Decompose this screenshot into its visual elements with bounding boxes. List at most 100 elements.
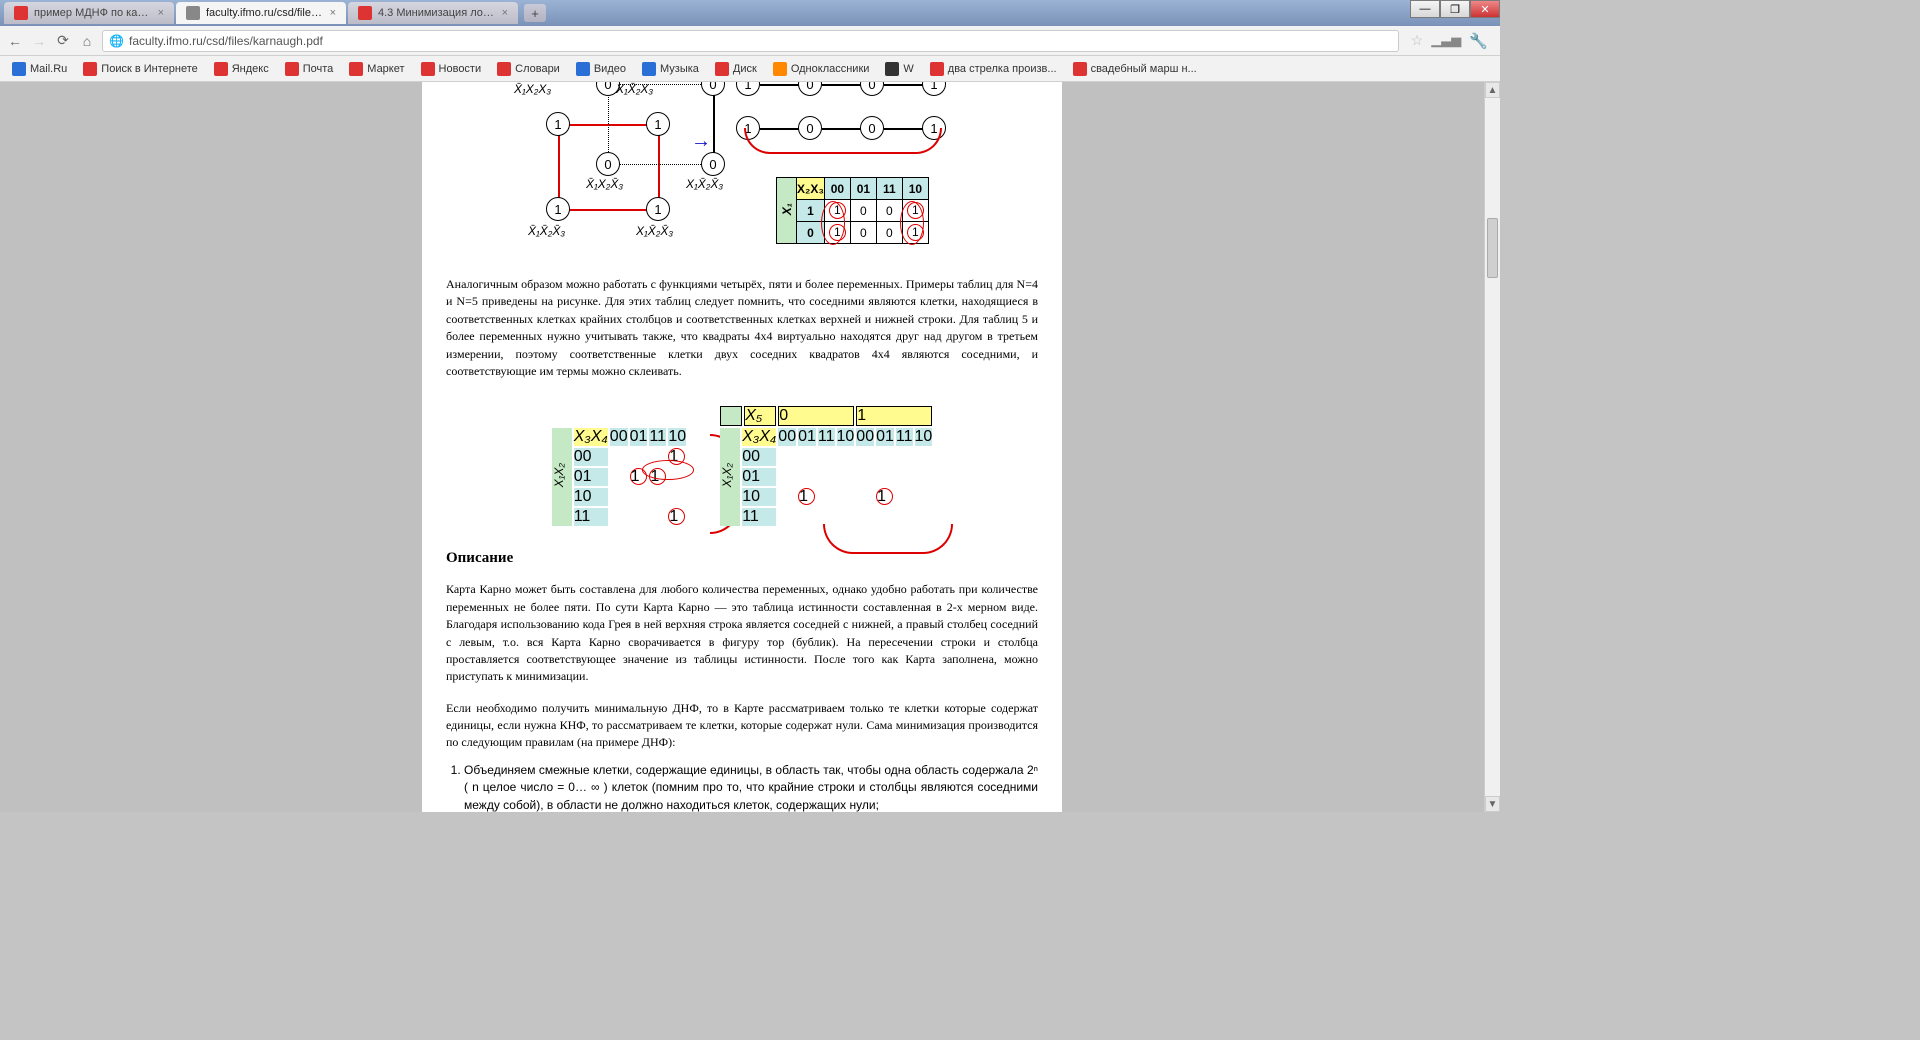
url-bar[interactable]: 🌐 faculty.ifmo.ru/csd/files/karnaugh.pdf: [102, 30, 1399, 52]
kmap-corner: X₂X₃: [797, 178, 825, 200]
bookmark-label: Маркет: [367, 63, 404, 75]
url-text: faculty.ifmo.ru/csd/files/karnaugh.pdf: [129, 34, 323, 48]
kmap-cell: 0: [850, 222, 876, 244]
bookmark-favicon: [497, 62, 511, 76]
cube-node: 1: [546, 197, 570, 221]
tab-2[interactable]: 4.3 Минимизация логичес ×: [348, 2, 518, 24]
bookmark-favicon: [285, 62, 299, 76]
bookmark-label: Видео: [594, 63, 626, 75]
maximize-button[interactable]: ❐: [1440, 0, 1470, 18]
kmap-cell: 0: [876, 200, 902, 222]
bookmark-label: W: [903, 63, 913, 75]
x5-val-0: 0: [778, 406, 854, 426]
kmap-cell: [818, 468, 835, 486]
bookmark-label: Почта: [303, 63, 334, 75]
bookmark-label: Mail.Ru: [30, 63, 67, 75]
kmap-side: X₁X₂: [720, 428, 740, 526]
rule-item-1: Объединяем смежные клетки, содержащие ед…: [464, 762, 1038, 812]
kmap-cell: [837, 448, 855, 466]
tab-0[interactable]: пример МДНФ по картам×: [4, 2, 174, 24]
bookmark-star-icon[interactable]: ☆: [1411, 32, 1424, 50]
bookmark-9[interactable]: Диск: [709, 60, 763, 78]
kmap-col: 10: [668, 428, 686, 446]
tab-1[interactable]: faculty.ifmo.ru/csd/files/ka ×: [176, 2, 346, 24]
rules-list: Объединяем смежные клетки, содержащие ед…: [446, 762, 1038, 812]
tab-close-icon[interactable]: ×: [158, 7, 164, 19]
scroll-thumb[interactable]: [1487, 218, 1498, 278]
bookmark-label: свадебный марш н...: [1091, 63, 1197, 75]
cube-node: 0: [596, 152, 620, 176]
kmap-col: 01: [798, 428, 816, 446]
kmap-rowh: 01: [574, 468, 608, 486]
bookmark-5[interactable]: Новости: [415, 60, 488, 78]
paragraph-2: Карта Карно может быть составлена для лю…: [446, 581, 1038, 685]
scroll-down-button[interactable]: ▼: [1485, 796, 1500, 812]
home-button[interactable]: ⌂: [78, 32, 96, 50]
favicon: [186, 6, 200, 20]
window-controls: — ❐ ✕: [1410, 0, 1500, 18]
bookmark-12[interactable]: два стрелка произв...: [924, 60, 1063, 78]
favicon: [358, 6, 372, 20]
tab-close-icon[interactable]: ×: [502, 7, 508, 19]
kmap-4var: X₁X₂X₃X₄00011110001011110111: [550, 404, 689, 528]
navbar: ← → ⟳ ⌂ 🌐 faculty.ifmo.ru/csd/files/karn…: [0, 26, 1500, 56]
kmap-col: 11: [876, 178, 902, 200]
scroll-track[interactable]: [1485, 98, 1500, 796]
bookmark-favicon: [349, 62, 363, 76]
kmap-cell: [630, 508, 648, 526]
kmap-cell: 1: [876, 488, 894, 506]
kmap-cell: [837, 468, 855, 486]
wrench-icon[interactable]: 🔧: [1469, 32, 1488, 50]
tab-label: 4.3 Минимизация логичес: [378, 7, 496, 19]
bookmark-6[interactable]: Словари: [491, 60, 566, 78]
forward-button[interactable]: →: [30, 32, 48, 50]
kmap-side: X₁: [777, 178, 797, 244]
bookmark-13[interactable]: свадебный марш н...: [1067, 60, 1203, 78]
kmap-5var: X₅01X₁X₂X₃X₄00011110000111100001101111: [718, 404, 934, 528]
kmap-cell: 0: [850, 200, 876, 222]
kmap-cell: [856, 488, 874, 506]
line-node: 0: [798, 82, 822, 96]
kmap-col: 11: [649, 428, 666, 446]
bookmark-2[interactable]: Яндекс: [208, 60, 275, 78]
kmap-cell: [876, 468, 894, 486]
bookmark-1[interactable]: Поиск в Интернете: [77, 60, 203, 78]
kmap-col: 11: [818, 428, 835, 446]
bookmark-label: Словари: [515, 63, 560, 75]
kmap-cell: [668, 488, 686, 506]
kmap-cell: [778, 468, 796, 486]
bookmark-label: Яндекс: [232, 63, 269, 75]
bookmark-label: Поиск в Интернете: [101, 63, 197, 75]
back-button[interactable]: ←: [6, 32, 24, 50]
tab-close-icon[interactable]: ×: [330, 7, 336, 19]
close-button[interactable]: ✕: [1470, 0, 1500, 18]
kmap-cell: [610, 468, 628, 486]
reload-button[interactable]: ⟳: [54, 32, 72, 50]
cube-node: 1: [646, 197, 670, 221]
scrollbar[interactable]: ▲ ▼: [1484, 82, 1500, 812]
kmap-cell: [896, 468, 913, 486]
paragraph-3: Если необходимо получить минимальную ДНФ…: [446, 700, 1038, 752]
bookmark-10[interactable]: Одноклассники: [767, 60, 876, 78]
kmap-col: 10: [902, 178, 928, 200]
new-tab-button[interactable]: +: [524, 4, 546, 22]
kmap-cell: [915, 488, 933, 506]
kmap-cell: [837, 488, 855, 506]
line-node: 0: [860, 82, 884, 96]
favicon: [14, 6, 28, 20]
bookmark-3[interactable]: Почта: [279, 60, 340, 78]
tab-label: faculty.ifmo.ru/csd/files/ka: [206, 7, 324, 19]
kmap-cell: [856, 448, 874, 466]
kmap-cell: 1: [798, 488, 816, 506]
scroll-up-button[interactable]: ▲: [1485, 82, 1500, 98]
bookmark-4[interactable]: Маркет: [343, 60, 410, 78]
bookmark-favicon: [214, 62, 228, 76]
bookmark-7[interactable]: Видео: [570, 60, 632, 78]
kmap-cell: [915, 448, 933, 466]
cube-label: X̄₁X̄₂X̄₃: [528, 224, 565, 238]
bookmark-11[interactable]: W: [879, 60, 919, 78]
kmap-cell: [649, 508, 666, 526]
bookmark-8[interactable]: Музыка: [636, 60, 705, 78]
minimize-button[interactable]: —: [1410, 0, 1440, 18]
bookmark-0[interactable]: Mail.Ru: [6, 60, 73, 78]
